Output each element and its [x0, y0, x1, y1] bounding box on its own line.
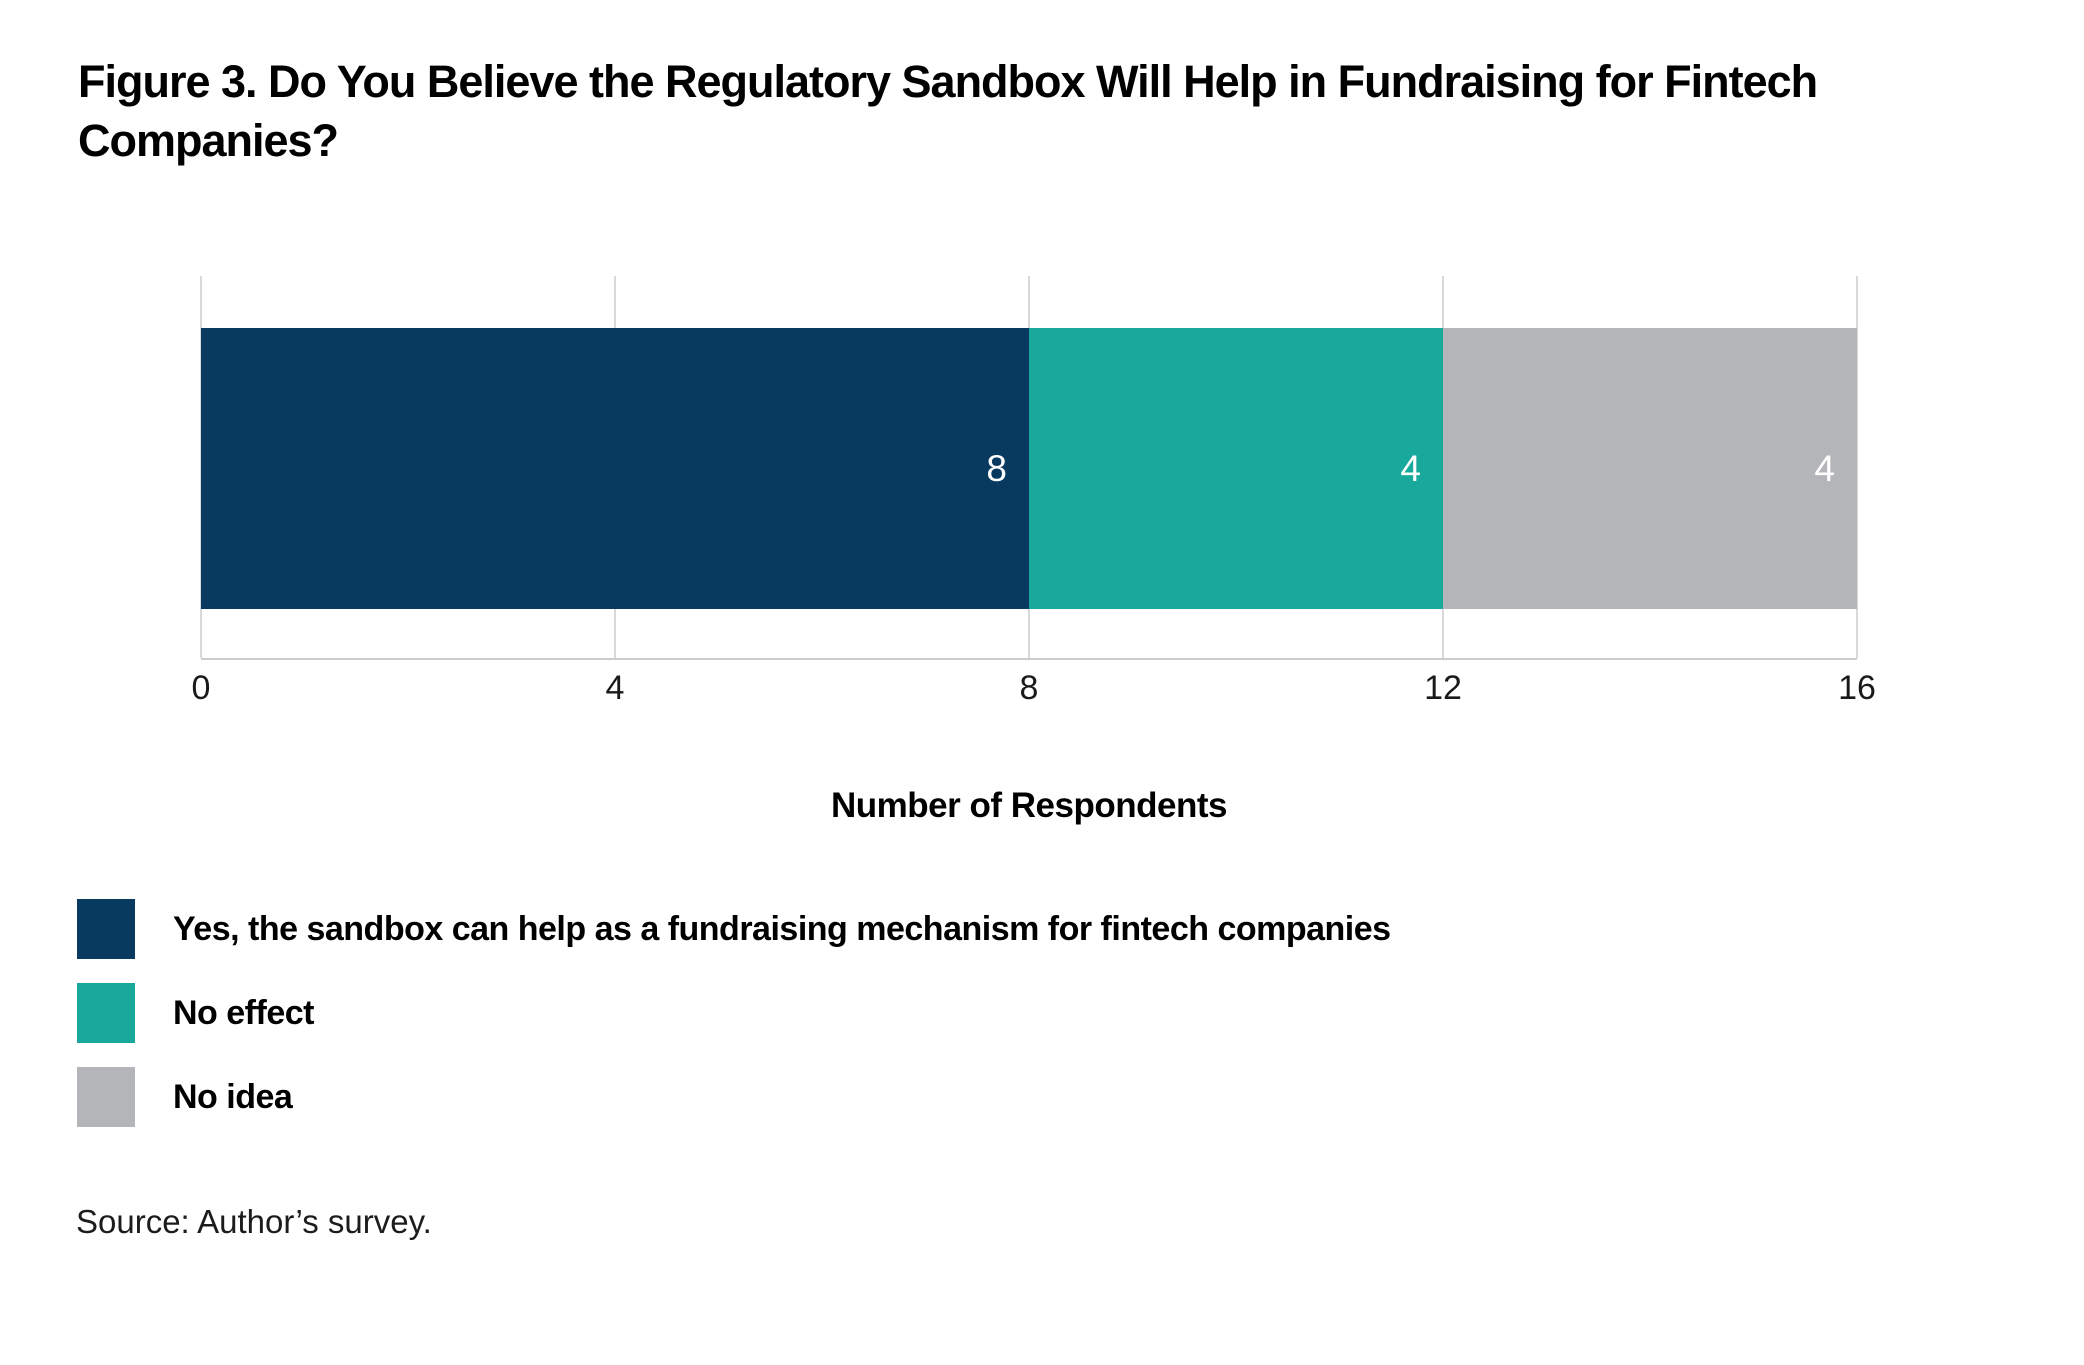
bar-segment: 4: [1443, 328, 1857, 609]
source-note: Source: Author’s survey.: [76, 1203, 432, 1240]
bar-value-label: 4: [1400, 447, 1421, 489]
bar-segment: 4: [1029, 328, 1443, 609]
x-axis-title: Number of Respondents: [831, 786, 1227, 825]
x-tick-label: 4: [605, 669, 625, 707]
legend-swatch: [77, 1067, 135, 1127]
legend: Yes, the sandbox can help as a fundraisi…: [77, 899, 1391, 1151]
legend-item: No idea: [77, 1067, 1391, 1127]
x-tick-label: 16: [1838, 669, 1876, 707]
legend-item: No effect: [77, 983, 1391, 1043]
legend-label: No effect: [173, 993, 314, 1032]
x-tick-label: 8: [1019, 669, 1039, 707]
bar-segment: 8: [201, 328, 1029, 609]
gridline: [1856, 276, 1858, 658]
chart-plot-area: 8 4 4 0 4 8 12 16: [192, 276, 1876, 707]
stacked-bar: 8 4 4: [201, 328, 1857, 609]
legend-item: Yes, the sandbox can help as a fundraisi…: [77, 899, 1391, 959]
legend-swatch: [77, 899, 135, 959]
bar-value-label: 8: [986, 447, 1007, 489]
legend-swatch: [77, 983, 135, 1043]
bar-value-label: 4: [1814, 447, 1835, 489]
figure-title: Figure 3. Do You Believe the Regulatory …: [78, 56, 1818, 167]
x-tick-label: 0: [191, 669, 211, 707]
legend-label: No idea: [173, 1077, 293, 1116]
x-tick-label: 12: [1424, 669, 1462, 707]
legend-label: Yes, the sandbox can help as a fundraisi…: [173, 909, 1391, 948]
